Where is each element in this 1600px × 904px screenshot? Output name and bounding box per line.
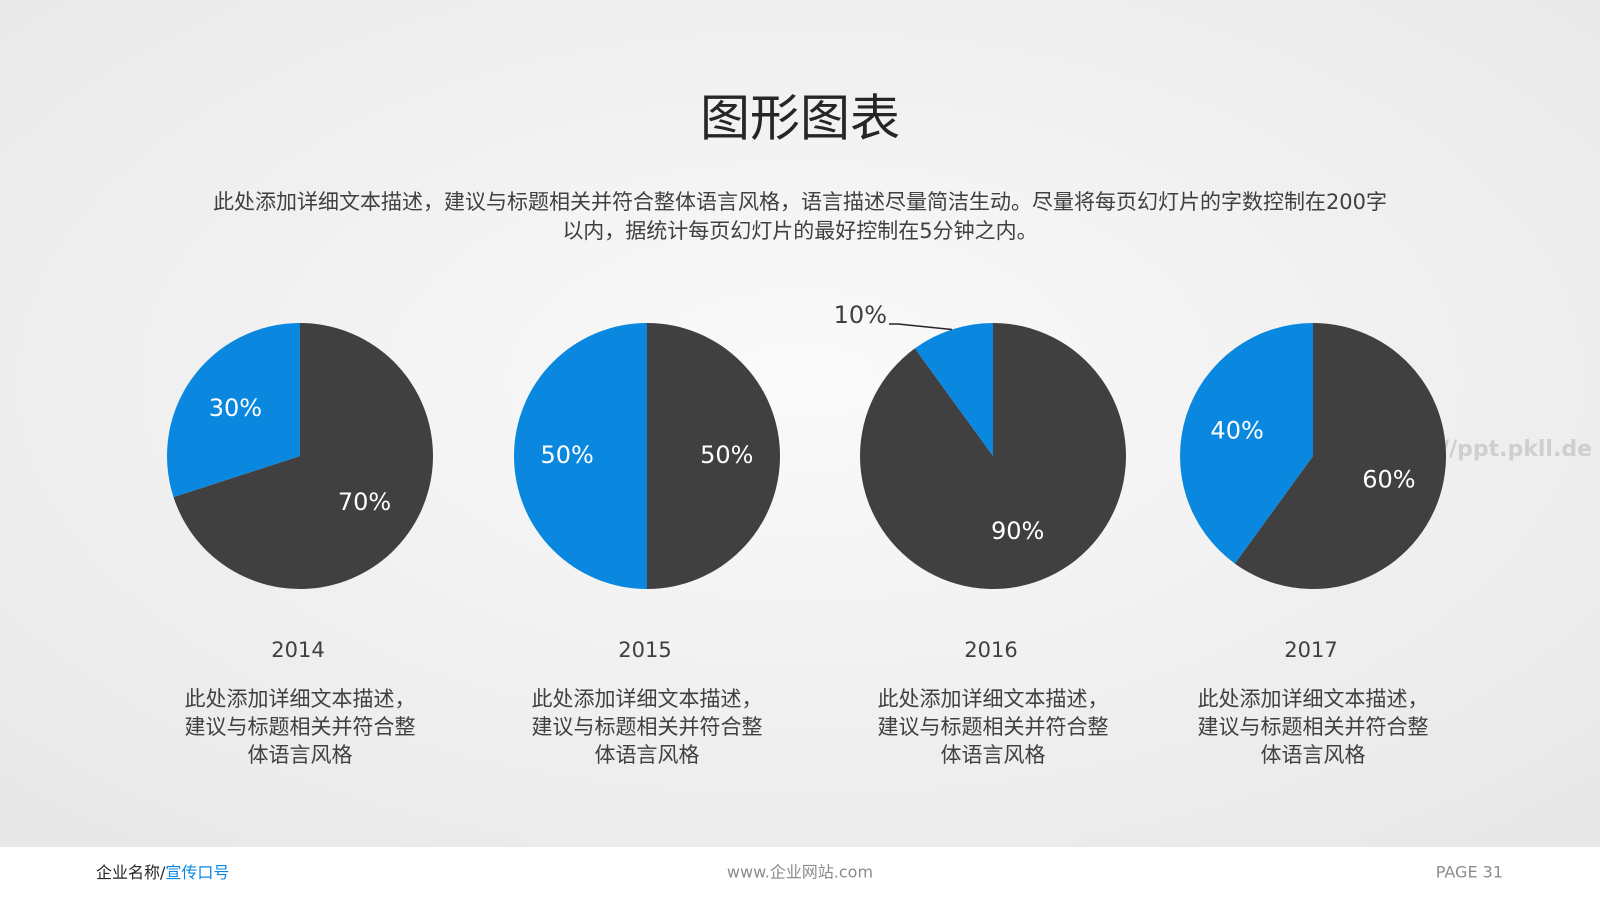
- description: 以内，据统计每页幻灯片的最好控制在5分钟之内。: [562, 219, 1037, 243]
- pie-caption: 体语言风格: [248, 743, 353, 767]
- pie-slice: [914, 323, 993, 456]
- pie-caption: 建议与标题相关并符合整: [532, 715, 763, 739]
- pie-caption: 建议与标题相关并符合整: [878, 715, 1109, 739]
- slogan: 宣传口号: [165, 863, 229, 882]
- slide-title: 图形图表: [700, 90, 900, 148]
- pie-year: 2016: [964, 638, 1017, 662]
- pie-caption: 此处添加详细文本描述，: [878, 687, 1109, 711]
- pie-caption: 此处添加详细文本描述，: [1198, 687, 1429, 711]
- company: 企业名称/: [96, 863, 166, 882]
- pie-caption: 体语言风格: [941, 743, 1046, 767]
- footer-company: 企业名称/宣传口号: [96, 863, 229, 882]
- pie-slice: [173, 323, 433, 590]
- data-label: 90%: [991, 517, 1044, 545]
- pie-slice: [859, 323, 1126, 589]
- data-label: 50%: [541, 441, 594, 469]
- data-label: 50%: [700, 441, 753, 469]
- footer-bar: [0, 847, 1600, 900]
- data-label: 30%: [209, 394, 262, 422]
- data-label: 60%: [1362, 466, 1415, 494]
- data-label: 70%: [338, 488, 391, 516]
- pie-caption: 体语言风格: [595, 743, 700, 767]
- pie-caption: 建议与标题相关并符合整: [1198, 715, 1429, 739]
- pie-slice: [1180, 323, 1313, 564]
- pie-slice: [514, 323, 647, 589]
- footer-website: www.企业网站.com: [727, 863, 873, 882]
- pie-year: 2017: [1284, 638, 1337, 662]
- pie-caption: 此处添加详细文本描述，: [532, 687, 763, 711]
- pie-year: 2014: [271, 638, 324, 662]
- leader-line: [889, 323, 952, 331]
- footer-page: PAGE 31: [1436, 863, 1503, 882]
- watermark: //ppt.pkll.de: [1441, 437, 1592, 462]
- pie-slice: [1234, 323, 1446, 589]
- description: 此处添加详细文本描述，建议与标题相关并符合整体语言风格，语言描述尽量简洁生动。尽…: [213, 190, 1387, 214]
- pie-caption: 体语言风格: [1261, 743, 1366, 767]
- pie-caption: 此处添加详细文本描述，: [185, 687, 416, 711]
- pie-slice: [647, 323, 780, 589]
- pie-year: 2015: [618, 638, 671, 662]
- pie-caption: 建议与标题相关并符合整: [185, 715, 416, 739]
- data-label: 40%: [1210, 416, 1263, 444]
- pie-slice: [167, 323, 300, 498]
- data-label: 10%: [834, 301, 887, 329]
